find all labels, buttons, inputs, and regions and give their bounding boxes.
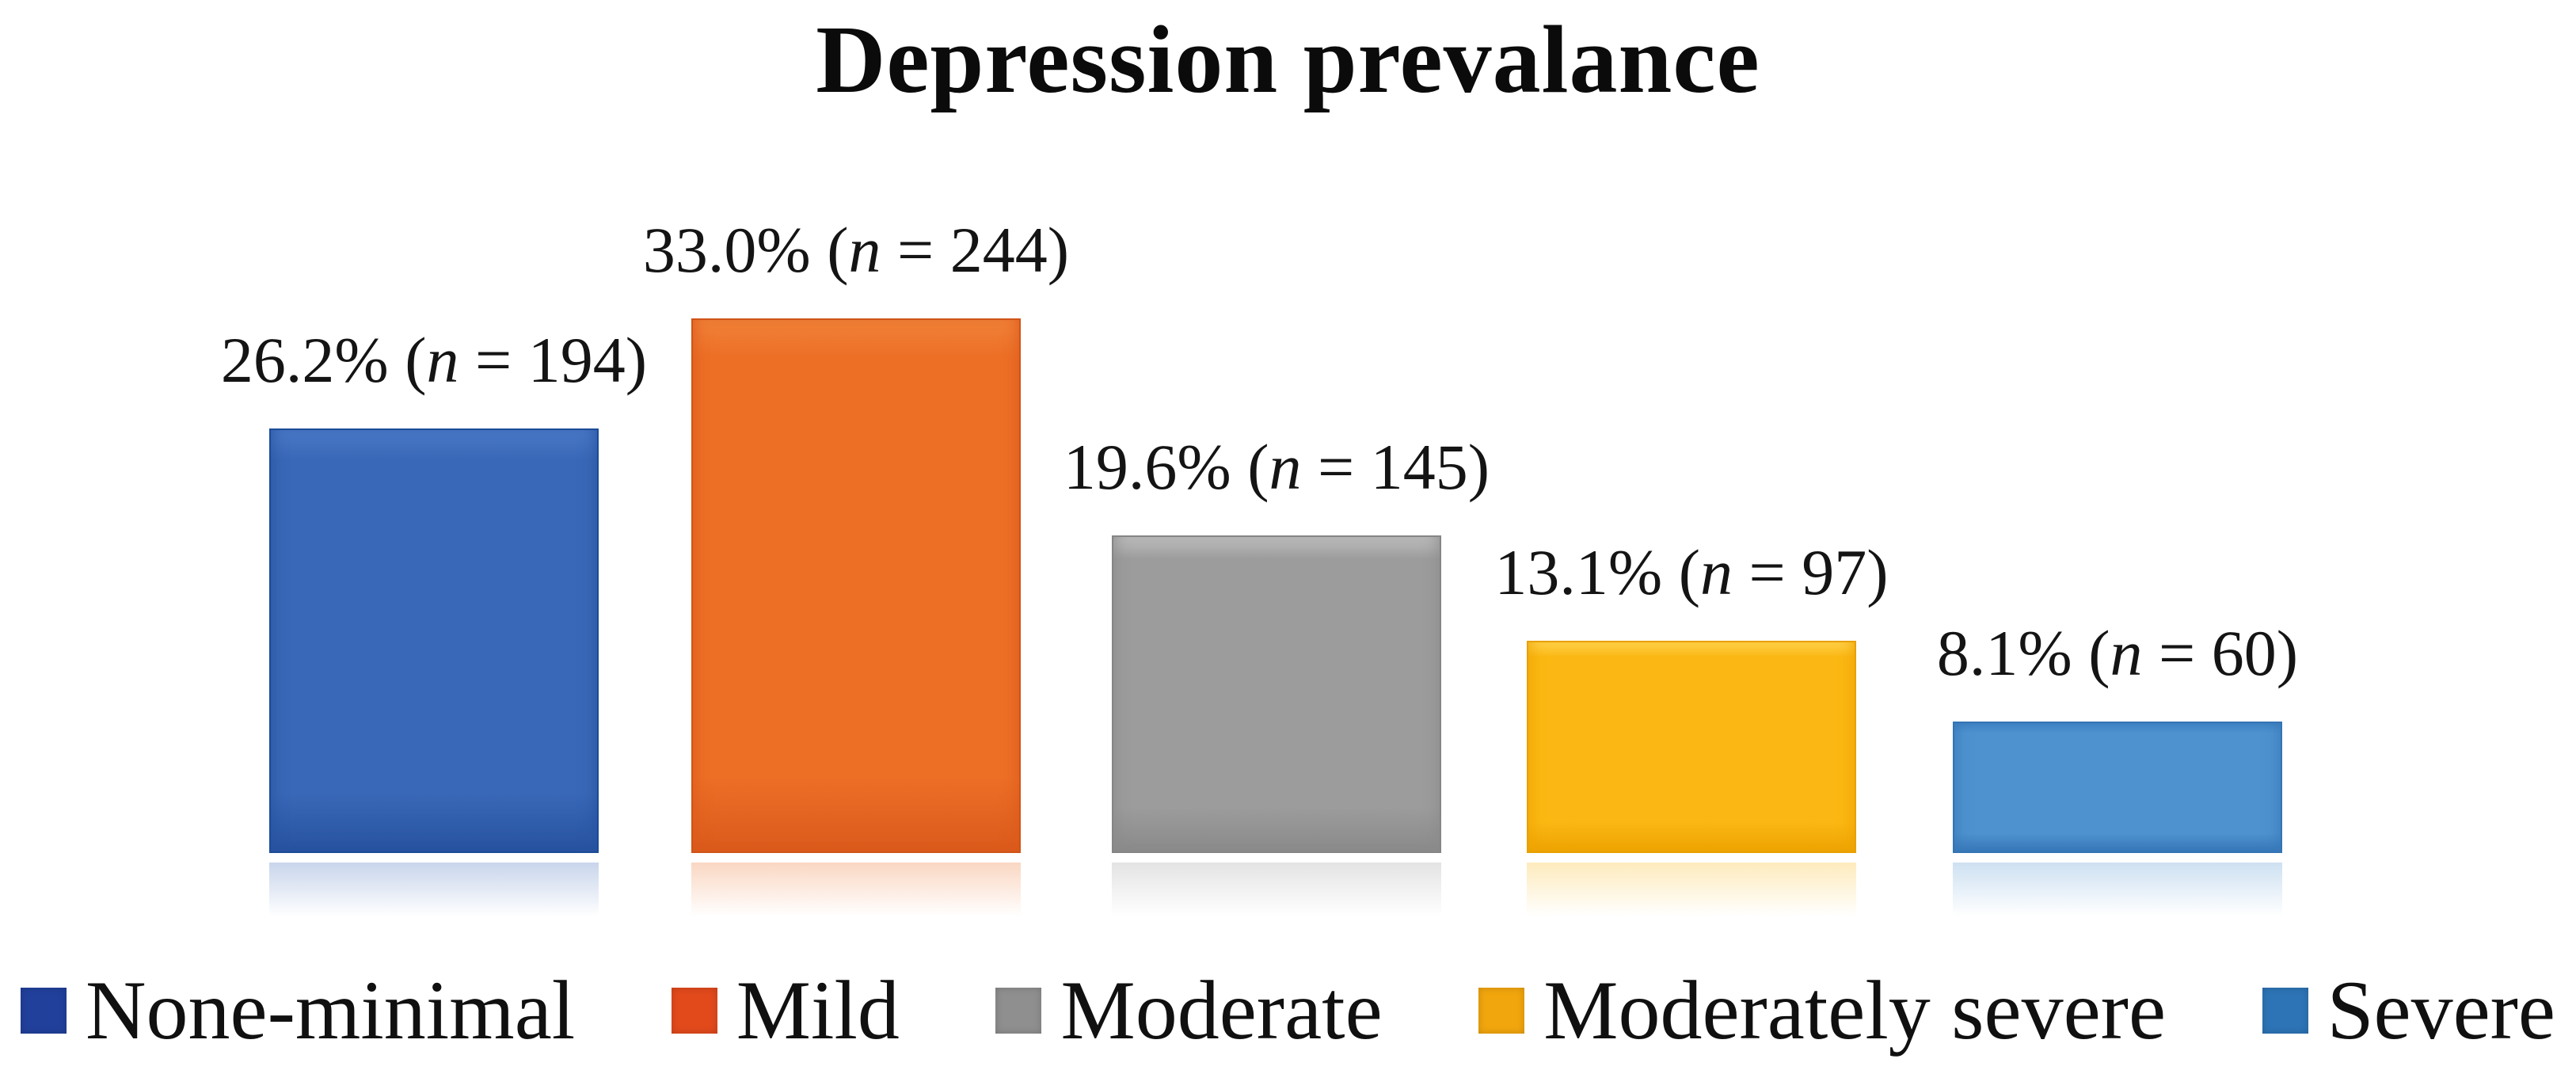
- paren-open: (: [827, 214, 849, 286]
- legend-swatch-mild: [671, 988, 717, 1034]
- paren-open: (: [405, 324, 427, 396]
- paren-close: ): [625, 324, 648, 396]
- legend-label: Severe: [2327, 964, 2555, 1057]
- bar-reflection-none-minimal: [269, 863, 599, 916]
- n-symbol: n: [426, 324, 459, 396]
- percent-value: 8.1%: [1936, 617, 2072, 689]
- bar-reflection-moderately-severe: [1527, 863, 1856, 916]
- legend-label: Mild: [736, 964, 900, 1057]
- legend-label: Moderate: [1060, 964, 1383, 1057]
- paren-open: (: [1247, 431, 1269, 503]
- chart-title: Depression prevalance: [816, 6, 1760, 113]
- percent-value: 26.2%: [220, 324, 389, 396]
- equals-sign: =: [1733, 536, 1802, 608]
- legend-item-none-minimal: None-minimal: [21, 969, 575, 1053]
- n-symbol: n: [1700, 536, 1733, 608]
- bar-reflection-moderate: [1112, 863, 1441, 916]
- bar-reflection-severe: [1953, 863, 2282, 916]
- paren-close: ): [1866, 536, 1889, 608]
- n-symbol: n: [848, 214, 881, 286]
- paren-close: ): [1467, 431, 1490, 503]
- n-symbol: n: [1269, 431, 1302, 503]
- bar-reflection-mild: [691, 863, 1021, 916]
- percent-value: 33.0%: [642, 214, 811, 286]
- equals-sign: =: [459, 324, 528, 396]
- bar-mild: [691, 318, 1021, 853]
- bar-label-mild: 33.0% (n = 244): [643, 218, 1069, 283]
- legend-swatch-moderate: [995, 988, 1042, 1034]
- bar-none-minimal: [269, 428, 599, 853]
- bar-label-moderately-severe: 13.1% (n = 97): [1494, 540, 1888, 605]
- percent-value: 13.1%: [1494, 536, 1663, 608]
- equals-sign: =: [1301, 431, 1371, 503]
- legend-label: None-minimal: [86, 964, 576, 1057]
- legend-swatch-none-minimal: [21, 988, 67, 1034]
- legend-item-severe: Severe: [2262, 969, 2555, 1053]
- bar-severe: [1953, 722, 2282, 853]
- n-value: 145: [1370, 431, 1468, 503]
- paren-close: ): [1047, 214, 1070, 286]
- bar-label-moderate: 19.6% (n = 145): [1064, 435, 1490, 500]
- legend-swatch-severe: [2262, 988, 2308, 1034]
- n-value: 97: [1802, 536, 1867, 608]
- legend-item-mild: Mild: [671, 964, 900, 1057]
- equals-sign: =: [2142, 617, 2212, 689]
- percent-value: 19.6%: [1063, 431, 1231, 503]
- equals-sign: =: [881, 214, 950, 286]
- legend-label: Moderately severe: [1543, 964, 2166, 1057]
- n-value: 194: [527, 324, 626, 396]
- paren-open: (: [2088, 617, 2110, 689]
- n-symbol: n: [2110, 617, 2143, 689]
- n-value: 244: [949, 214, 1048, 286]
- legend: None-minimal Mild Moderate Moderately sever…: [21, 963, 2555, 1058]
- bar-moderate: [1112, 535, 1441, 853]
- bar-moderately-severe: [1527, 641, 1856, 853]
- legend-swatch-moderately-severe: [1478, 988, 1525, 1034]
- n-value: 60: [2211, 617, 2277, 689]
- paren-close: ): [2276, 617, 2299, 689]
- bar-label-none-minimal: 26.2% (n = 194): [221, 328, 647, 393]
- paren-open: (: [1678, 536, 1701, 608]
- legend-item-moderate: Moderate: [995, 964, 1383, 1057]
- bar-label-severe: 8.1% (n = 60): [1937, 621, 2298, 686]
- legend-item-moderately-severe: Moderately severe: [1478, 969, 2166, 1053]
